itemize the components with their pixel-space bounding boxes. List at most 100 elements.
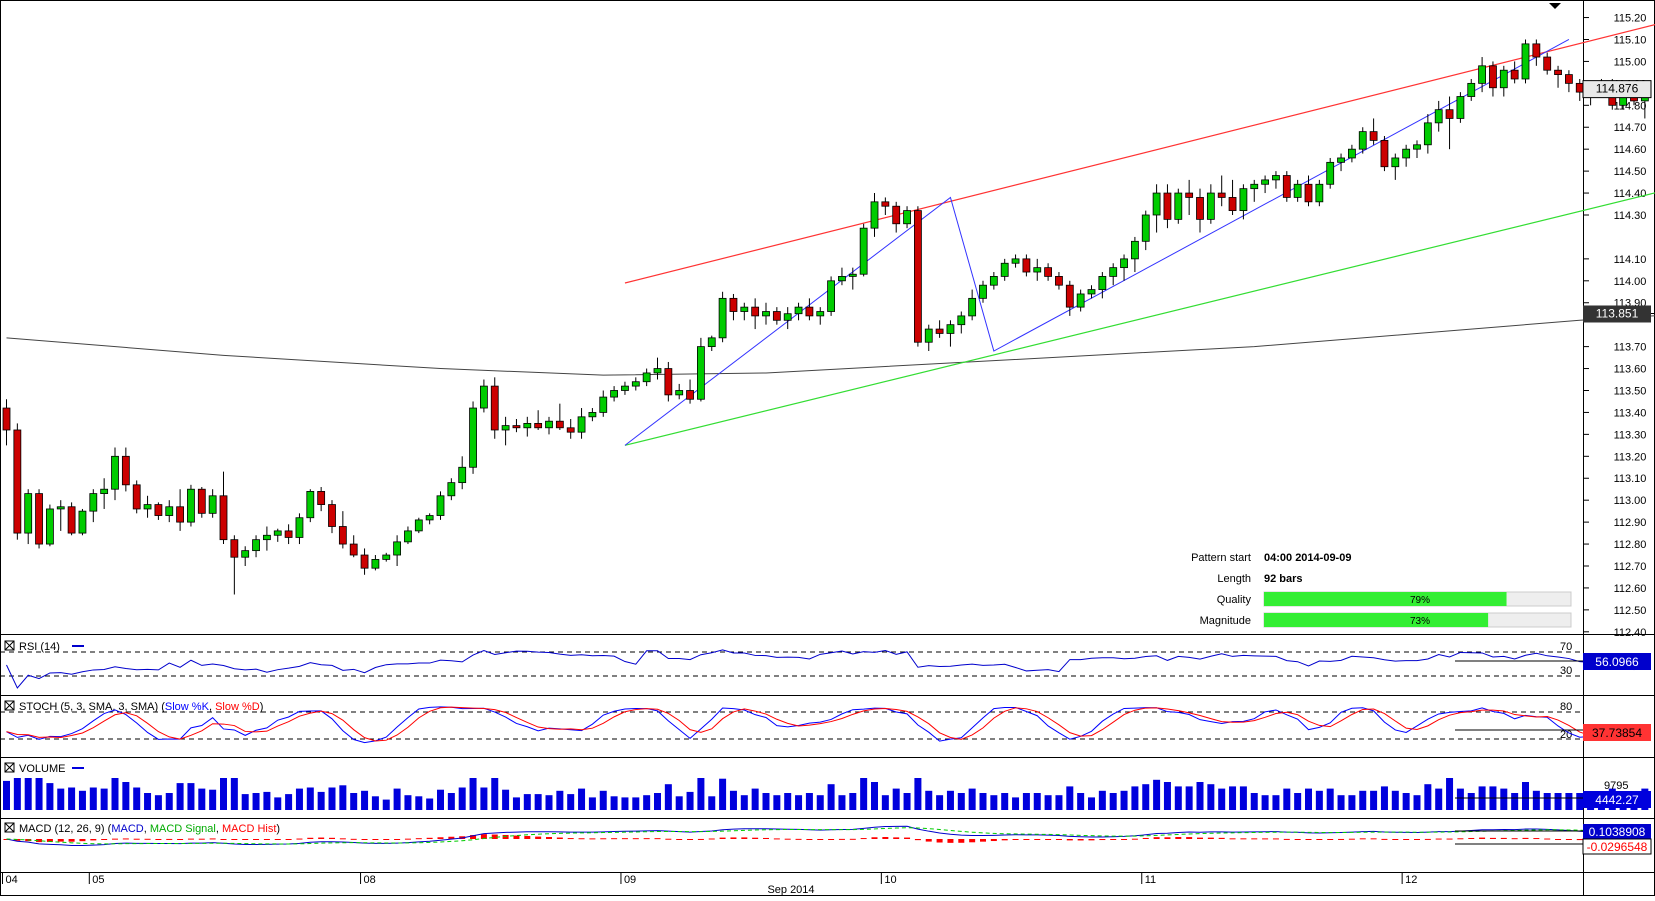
volume-bar-30: [329, 788, 336, 811]
candle-body: [1555, 70, 1562, 74]
macd-hist-bar-50: [546, 837, 552, 839]
candle-body: [1197, 197, 1204, 219]
macd-hist-bar-126: [1371, 838, 1377, 839]
candle-body: [1359, 132, 1366, 150]
stoch-paren-close: ): [260, 701, 264, 713]
volume-bar-38: [415, 796, 422, 810]
volume-bar-53: [578, 789, 585, 810]
candle-body: [361, 555, 368, 568]
candle-61: [665, 362, 672, 401]
volume-bar-145: [1576, 793, 1583, 810]
candle-body: [339, 527, 346, 545]
macd-signal-label: MACD Signal: [150, 823, 216, 835]
volume-bar-0: [3, 781, 10, 810]
candle-57: [621, 382, 628, 395]
candle-58: [632, 377, 639, 390]
macd-hist-bar-61: [665, 839, 671, 840]
volume-bar-122: [1327, 789, 1334, 810]
candle-144: [1565, 70, 1572, 92]
volume-bar-56: [611, 796, 618, 810]
magnitude-bar-fill: [1264, 613, 1488, 627]
candle-103: [1121, 254, 1128, 280]
macd-hist-bar-11: [123, 838, 129, 839]
candle-73: [795, 303, 802, 321]
candle-17: [187, 485, 194, 527]
macd-hist-bar-58: [633, 838, 639, 839]
macd-hist-bar-104: [1132, 839, 1138, 840]
macd-hist-bar-16: [177, 839, 183, 840]
macd-hist-bar-133: [1447, 839, 1453, 840]
macd-hist-bar-19: [210, 838, 216, 839]
volume-bar-82: [893, 789, 900, 810]
volume-bar-100: [1088, 797, 1095, 810]
candle-3: [36, 489, 43, 548]
chart-menu-dropdown-icon[interactable]: [1549, 3, 1561, 9]
macd-value-2: -0.0296548: [1587, 840, 1648, 854]
candle-body: [318, 491, 325, 504]
candle-29: [318, 487, 325, 511]
volume-bar-3: [36, 778, 43, 810]
candle-32: [350, 535, 357, 557]
stoch-legend: STOCH (5, 3, SMA, 3, SMA) (Slow %K, Slow…: [19, 701, 263, 713]
candle-body: [1142, 215, 1149, 241]
resistance-trendline: [625, 0, 1655, 283]
volume-bar-91: [990, 795, 997, 810]
macd-hist-bar-138: [1501, 838, 1507, 839]
candle-16: [177, 489, 184, 531]
candle-body: [14, 430, 21, 533]
candle-body: [1175, 193, 1182, 219]
macd-hist-bar-32: [351, 839, 357, 840]
candle-body: [415, 520, 422, 531]
pattern-start-label: Pattern start: [1191, 552, 1251, 564]
volume-bar-103: [1121, 791, 1128, 810]
macd-hist-bar-102: [1110, 839, 1116, 840]
candle-37: [404, 527, 411, 545]
volume-bar-83: [904, 793, 911, 810]
volume-bar-127: [1381, 786, 1388, 810]
y-tick-label-2: 115.00: [1614, 56, 1647, 68]
y-tick-label-0: 115.20: [1614, 13, 1647, 25]
volume-bar-104: [1131, 786, 1138, 810]
candle-body: [1511, 70, 1518, 79]
volume-bar-19: [209, 790, 216, 810]
candle-body: [198, 489, 205, 513]
candle-body: [57, 507, 64, 509]
macd-hist-bar-121: [1316, 839, 1322, 840]
macd-hist-bar-39: [427, 838, 433, 839]
candle-body: [849, 274, 856, 276]
volume-bar-60: [654, 793, 661, 810]
candle-101: [1099, 272, 1106, 298]
candle-body: [925, 329, 932, 342]
macd-hist-bar-15: [166, 839, 172, 840]
candle-70: [763, 303, 770, 325]
macd-hist-bar-60: [655, 838, 661, 839]
candle-143: [1555, 66, 1562, 88]
volume-bar-59: [643, 795, 650, 810]
macd-hist-bar-144: [1566, 839, 1572, 840]
candle-99: [1077, 290, 1084, 312]
candle-body: [665, 369, 672, 395]
candle-115: [1251, 180, 1258, 202]
volume-bar-15: [166, 793, 173, 810]
candle-body: [1207, 193, 1214, 219]
candle-126: [1370, 118, 1377, 144]
volume-bar-6: [68, 788, 75, 811]
candle-31: [339, 511, 346, 548]
stoch-level-80-label: 80: [1560, 701, 1572, 713]
candle-body: [697, 347, 704, 400]
volume-title: VOLUME: [19, 763, 65, 775]
macd-hist-bar-137: [1490, 838, 1496, 839]
candle-40: [437, 491, 444, 520]
macd-hist-bar-26: [286, 839, 292, 840]
candle-body: [513, 426, 520, 428]
macd-hist-bar-56: [611, 838, 617, 839]
candle-body: [546, 421, 553, 428]
macd-histogram: [4, 834, 1648, 843]
candle-body: [502, 426, 509, 430]
y-tick-label-8: 114.40: [1614, 188, 1647, 200]
macd-hist-bar-81: [882, 837, 888, 839]
candle-body: [3, 408, 10, 430]
volume-bar-40: [437, 790, 444, 810]
volume-bar-48: [524, 794, 531, 810]
candle-body: [806, 307, 813, 316]
